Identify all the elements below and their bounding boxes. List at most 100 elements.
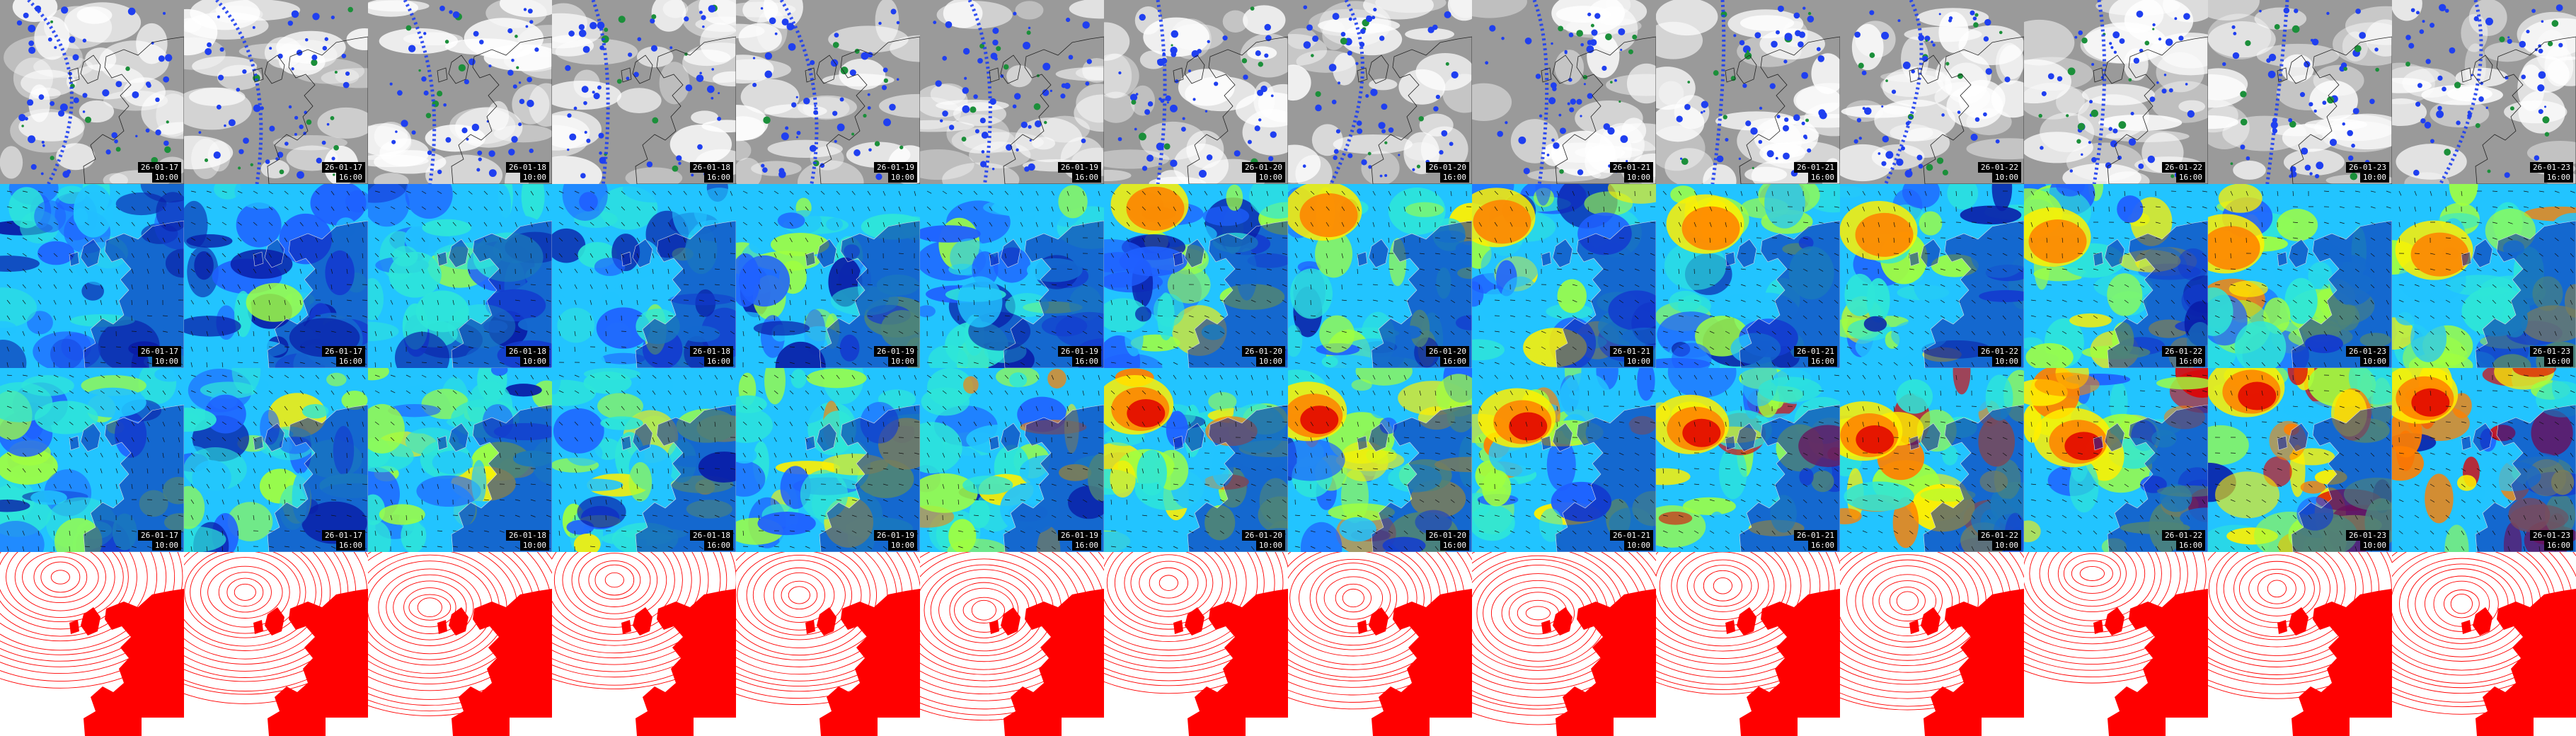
map-tile-pressure-isobars-13[interactable] xyxy=(2208,552,2392,736)
map-tile-wind-high-6[interactable]: 26-01-19 16:00 xyxy=(920,368,1104,552)
legend-box xyxy=(1430,718,1472,736)
map-tile-wind-high-9[interactable]: 26-01-21 10:00 xyxy=(1472,368,1656,552)
map-tile-wind-low-10[interactable]: 26-01-21 16:00 xyxy=(1656,184,1840,368)
legend-box xyxy=(1614,718,1656,736)
time-label: 10:00 xyxy=(151,356,181,367)
map-tile-pressure-isobars-14[interactable] xyxy=(2392,552,2576,736)
map-tile-pressure-isobars-4[interactable] xyxy=(552,552,736,736)
satellite-cloud-map xyxy=(1472,0,1656,184)
map-tile-wind-high-7[interactable]: 26-01-20 10:00 xyxy=(1104,368,1288,552)
date-label: 26-01-18 xyxy=(506,346,549,357)
time-label: 16:00 xyxy=(335,172,365,183)
date-label: 26-01-17 xyxy=(138,530,181,541)
map-tile-wind-high-4[interactable]: 26-01-18 16:00 xyxy=(552,368,736,552)
date-label: 26-01-23 xyxy=(2530,530,2573,541)
time-label: 16:00 xyxy=(2543,540,2573,551)
time-label: 10:00 xyxy=(1255,540,1285,551)
map-tile-satellite-cloud-11[interactable]: 26-01-22 10:00 xyxy=(1840,0,2024,184)
map-tile-satellite-cloud-12[interactable]: 26-01-22 16:00 xyxy=(2024,0,2208,184)
map-tile-wind-low-1[interactable]: 26-01-17 10:00 xyxy=(0,184,184,368)
date-label: 26-01-22 xyxy=(2162,346,2205,357)
map-tile-wind-high-1[interactable]: 26-01-17 10:00 xyxy=(0,368,184,552)
wind-high-map xyxy=(736,368,920,552)
wind-low-map xyxy=(0,184,184,368)
time-label: 16:00 xyxy=(1807,356,1837,367)
map-tile-wind-high-3[interactable]: 26-01-18 10:00 xyxy=(368,368,552,552)
wind-low-map xyxy=(1656,184,1840,368)
wind-high-map xyxy=(1840,368,2024,552)
map-tile-pressure-isobars-7[interactable] xyxy=(1104,552,1288,736)
map-tile-wind-high-8[interactable]: 26-01-20 16:00 xyxy=(1288,368,1472,552)
map-tile-pressure-isobars-5[interactable] xyxy=(736,552,920,736)
map-tile-pressure-isobars-2[interactable] xyxy=(184,552,368,736)
map-tile-satellite-cloud-6[interactable]: 26-01-19 16:00 xyxy=(920,0,1104,184)
map-tile-pressure-isobars-12[interactable] xyxy=(2024,552,2208,736)
map-tile-satellite-cloud-14[interactable]: 26-01-23 16:00 xyxy=(2392,0,2576,184)
map-tile-satellite-cloud-2[interactable]: 26-01-17 16:00 xyxy=(184,0,368,184)
date-label: 26-01-17 xyxy=(322,530,365,541)
pressure-isobars-map xyxy=(1472,552,1656,736)
map-tile-wind-low-12[interactable]: 26-01-22 16:00 xyxy=(2024,184,2208,368)
map-tile-wind-high-12[interactable]: 26-01-22 16:00 xyxy=(2024,368,2208,552)
map-tile-wind-high-2[interactable]: 26-01-17 16:00 xyxy=(184,368,368,552)
date-label: 26-01-17 xyxy=(138,162,181,173)
time-label: 16:00 xyxy=(703,356,733,367)
map-tile-wind-low-8[interactable]: 26-01-20 16:00 xyxy=(1288,184,1472,368)
map-tile-satellite-cloud-5[interactable]: 26-01-19 10:00 xyxy=(736,0,920,184)
map-tile-wind-high-10[interactable]: 26-01-21 16:00 xyxy=(1656,368,1840,552)
map-tile-wind-low-13[interactable]: 26-01-23 10:00 xyxy=(2208,184,2392,368)
map-tile-satellite-cloud-8[interactable]: 26-01-20 16:00 xyxy=(1288,0,1472,184)
wind-low-map xyxy=(1840,184,2024,368)
map-tile-wind-low-6[interactable]: 26-01-19 16:00 xyxy=(920,184,1104,368)
map-tile-wind-low-9[interactable]: 26-01-21 10:00 xyxy=(1472,184,1656,368)
date-label: 26-01-21 xyxy=(1610,530,1653,541)
map-tile-wind-high-13[interactable]: 26-01-23 10:00 xyxy=(2208,368,2392,552)
map-tile-pressure-isobars-8[interactable] xyxy=(1288,552,1472,736)
wind-low-map xyxy=(1288,184,1472,368)
map-tile-wind-high-14[interactable]: 26-01-23 16:00 xyxy=(2392,368,2576,552)
time-label: 10:00 xyxy=(1255,356,1285,367)
map-tile-pressure-isobars-9[interactable] xyxy=(1472,552,1656,736)
map-tile-satellite-cloud-13[interactable]: 26-01-23 10:00 xyxy=(2208,0,2392,184)
map-tile-satellite-cloud-3[interactable]: 26-01-18 10:00 xyxy=(368,0,552,184)
map-tile-wind-high-11[interactable]: 26-01-22 10:00 xyxy=(1840,368,2024,552)
pressure-isobars-map xyxy=(736,552,920,736)
date-label: 26-01-17 xyxy=(138,346,181,357)
satellite-cloud-map xyxy=(552,0,736,184)
wind-high-map xyxy=(1104,368,1288,552)
map-tile-pressure-isobars-11[interactable] xyxy=(1840,552,2024,736)
map-tile-satellite-cloud-7[interactable]: 26-01-20 10:00 xyxy=(1104,0,1288,184)
pressure-isobars-map xyxy=(1288,552,1472,736)
satellite-cloud-map xyxy=(736,0,920,184)
wind-high-map xyxy=(368,368,552,552)
time-label: 10:00 xyxy=(887,172,917,183)
pressure-isobars-map xyxy=(368,552,552,736)
wind-high-map xyxy=(2392,368,2576,552)
map-tile-wind-low-3[interactable]: 26-01-18 10:00 xyxy=(368,184,552,368)
date-label: 26-01-18 xyxy=(690,346,733,357)
map-tile-pressure-isobars-1[interactable] xyxy=(0,552,184,736)
map-tile-wind-low-11[interactable]: 26-01-22 10:00 xyxy=(1840,184,2024,368)
wind-low-map xyxy=(736,184,920,368)
pressure-isobars-map xyxy=(1656,552,1840,736)
map-tile-wind-low-5[interactable]: 26-01-19 10:00 xyxy=(736,184,920,368)
legend-box xyxy=(510,718,552,736)
map-tile-satellite-cloud-9[interactable]: 26-01-21 10:00 xyxy=(1472,0,1656,184)
map-tile-wind-low-14[interactable]: 26-01-23 16:00 xyxy=(2392,184,2576,368)
satellite-cloud-map xyxy=(1288,0,1472,184)
legend-box xyxy=(878,718,920,736)
map-tile-satellite-cloud-4[interactable]: 26-01-18 16:00 xyxy=(552,0,736,184)
map-tile-pressure-isobars-6[interactable] xyxy=(920,552,1104,736)
map-tile-pressure-isobars-3[interactable] xyxy=(368,552,552,736)
time-label: 10:00 xyxy=(1623,172,1653,183)
map-tile-satellite-cloud-10[interactable]: 26-01-21 16:00 xyxy=(1656,0,1840,184)
time-label: 16:00 xyxy=(1071,356,1101,367)
map-tile-wind-low-7[interactable]: 26-01-20 10:00 xyxy=(1104,184,1288,368)
legend-box xyxy=(2350,718,2392,736)
map-tile-satellite-cloud-1[interactable]: 26-01-17 10:00 xyxy=(0,0,184,184)
map-tile-wind-low-2[interactable]: 26-01-17 16:00 xyxy=(184,184,368,368)
wind-low-map xyxy=(1104,184,1288,368)
map-tile-wind-low-4[interactable]: 26-01-18 16:00 xyxy=(552,184,736,368)
map-tile-pressure-isobars-10[interactable] xyxy=(1656,552,1840,736)
map-tile-wind-high-5[interactable]: 26-01-19 10:00 xyxy=(736,368,920,552)
